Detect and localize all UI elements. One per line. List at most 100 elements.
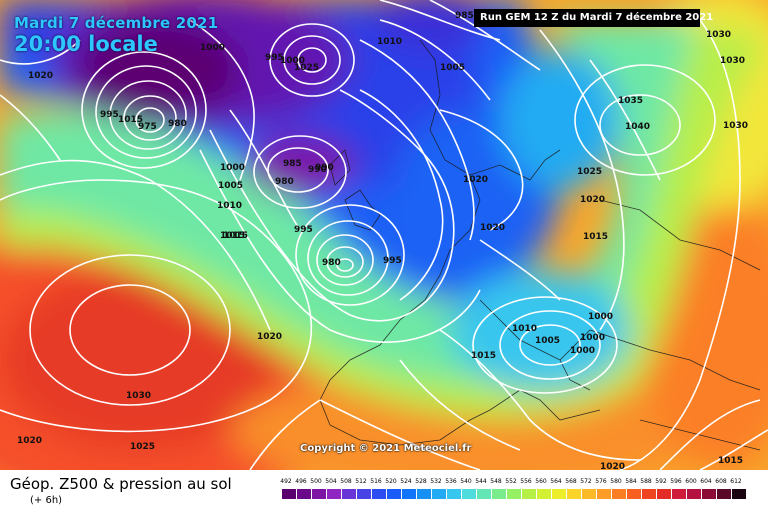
- isobar-label: 985: [283, 159, 302, 169]
- isobar-label: 980: [275, 177, 294, 187]
- valid-date: Mardi 7 décembre 2021: [14, 14, 219, 32]
- legend-tick: 560: [535, 478, 547, 485]
- legend-swatch: [432, 489, 446, 499]
- legend-tick: 532: [430, 478, 442, 485]
- isobar-label: 1010: [217, 201, 242, 211]
- legend-swatch: [597, 489, 611, 499]
- legend-swatch: [732, 489, 746, 499]
- isobar-label: 1025: [130, 442, 155, 452]
- legend-swatch: [567, 489, 581, 499]
- isobar-label: 1015: [223, 231, 248, 241]
- chart-parameter-title: Géop. Z500 & pression au sol: [10, 475, 232, 493]
- isobar-label: 1010: [377, 37, 402, 47]
- legend-tick: 540: [460, 478, 472, 485]
- isobar-label: 995: [294, 225, 313, 235]
- color-scale-legend: 492 496 500 504 508 512 516 520 524 528 532 536 540 5…: [280, 478, 752, 506]
- legend-swatch: [672, 489, 686, 499]
- isobar-label: 985: [455, 11, 474, 21]
- geopotential-pressure-map: 1000 985 1010 1030 1030 1020 1005 1035 1040 1030 9…: [0, 0, 768, 470]
- legend-swatch: [402, 489, 416, 499]
- legend-tick: 552: [505, 478, 517, 485]
- isobar-label: 1020: [28, 71, 53, 81]
- isobar-label: 1020: [580, 195, 605, 205]
- legend-tick: 512: [355, 478, 367, 485]
- isobar-label: 1035: [618, 96, 643, 106]
- legend-swatch: [582, 489, 596, 499]
- legend-tick: 492: [280, 478, 292, 485]
- isobar-label: 1025: [577, 167, 602, 177]
- isobar-label: 1015: [220, 231, 245, 241]
- legend-tick: 556: [520, 478, 532, 485]
- isobar-label: 1025: [294, 63, 319, 73]
- isobar-label: 1030: [723, 121, 748, 131]
- isobar-labels: 1000 985 1010 1030 1030 1020 1005 1035 1040 1030 9…: [17, 11, 748, 470]
- isobar-label: 980: [168, 119, 187, 129]
- forecast-offset: (+ 6h): [30, 495, 63, 506]
- isobar-label: 1020: [463, 175, 488, 185]
- legend-tick: 544: [475, 478, 487, 485]
- legend-tick: 572: [580, 478, 592, 485]
- legend-swatch: [687, 489, 701, 499]
- legend-tick: 600: [685, 478, 697, 485]
- legend-tick: 588: [640, 478, 652, 485]
- legend-swatch: [357, 489, 371, 499]
- isobar-label: 1005: [440, 63, 465, 73]
- legend-tick: 576: [595, 478, 607, 485]
- isobar-label: 1015: [583, 232, 608, 242]
- legend-tick: 568: [565, 478, 577, 485]
- isobar-label: 1000: [200, 43, 225, 53]
- legend-swatch: [702, 489, 716, 499]
- legend-tick: 584: [625, 478, 637, 485]
- isobar-label: 1000: [570, 346, 595, 356]
- isobar-label: 1005: [218, 181, 243, 191]
- legend-tick: 536: [445, 478, 457, 485]
- legend-swatch: [342, 489, 356, 499]
- isobar-label: 1000: [280, 56, 305, 66]
- copyright-text: Copyright © 2021 Meteociel.fr: [300, 443, 472, 454]
- isobar-label: 995: [100, 110, 119, 120]
- isobar-label: 1010: [512, 324, 537, 334]
- run-banner: Run GEM 12 Z du Mardi 7 décembre 2021: [474, 9, 713, 27]
- legend-swatch: [612, 489, 626, 499]
- isobar-label: 980: [322, 258, 341, 268]
- legend-tick: 500: [310, 478, 322, 485]
- legend-swatch: [312, 489, 326, 499]
- legend-swatch: [717, 489, 731, 499]
- isobar-label: 1000: [220, 163, 245, 173]
- isobar-label: 1000: [580, 333, 605, 343]
- isobar-label: 1020: [17, 436, 42, 446]
- legend-swatch: [372, 489, 386, 499]
- legend-tick: 596: [670, 478, 682, 485]
- legend-swatch: [462, 489, 476, 499]
- legend-tick: 508: [340, 478, 352, 485]
- isobar-label: 995: [265, 53, 284, 63]
- isobar-label: 1015: [471, 351, 496, 361]
- isobar-label: 1015: [118, 115, 143, 125]
- legend-swatch: [282, 489, 296, 499]
- legend-swatch: [552, 489, 566, 499]
- isobar-label: 995: [383, 256, 402, 266]
- legend-swatch: [642, 489, 656, 499]
- legend-swatch: [387, 489, 401, 499]
- footer-bar: Géop. Z500 & pression au sol (+ 6h) 492 4…: [0, 470, 768, 512]
- isobar-label: 1040: [625, 122, 650, 132]
- legend-swatch: [417, 489, 431, 499]
- isobar-label: 1015: [718, 456, 743, 466]
- legend-tick: 612: [730, 478, 742, 485]
- valid-time: 20:00 locale: [14, 32, 158, 56]
- legend-swatch: [327, 489, 341, 499]
- legend-swatch: [477, 489, 491, 499]
- isobar-label: 1020: [257, 332, 282, 342]
- legend-swatch: [507, 489, 521, 499]
- legend-tick: 604: [700, 478, 712, 485]
- isobar-label: 1020: [480, 223, 505, 233]
- legend-swatch: [297, 489, 311, 499]
- isobar-label: 990: [315, 163, 334, 173]
- legend-tick: 504: [325, 478, 337, 485]
- legend-tick: 548: [490, 478, 502, 485]
- isobar-label: 1005: [535, 336, 560, 346]
- legend-tick: 520: [385, 478, 397, 485]
- legend-swatch: [627, 489, 641, 499]
- z500-color-field: 1000 985 1010 1030 1030 1020 1005 1035 1040 1030 9…: [0, 0, 768, 470]
